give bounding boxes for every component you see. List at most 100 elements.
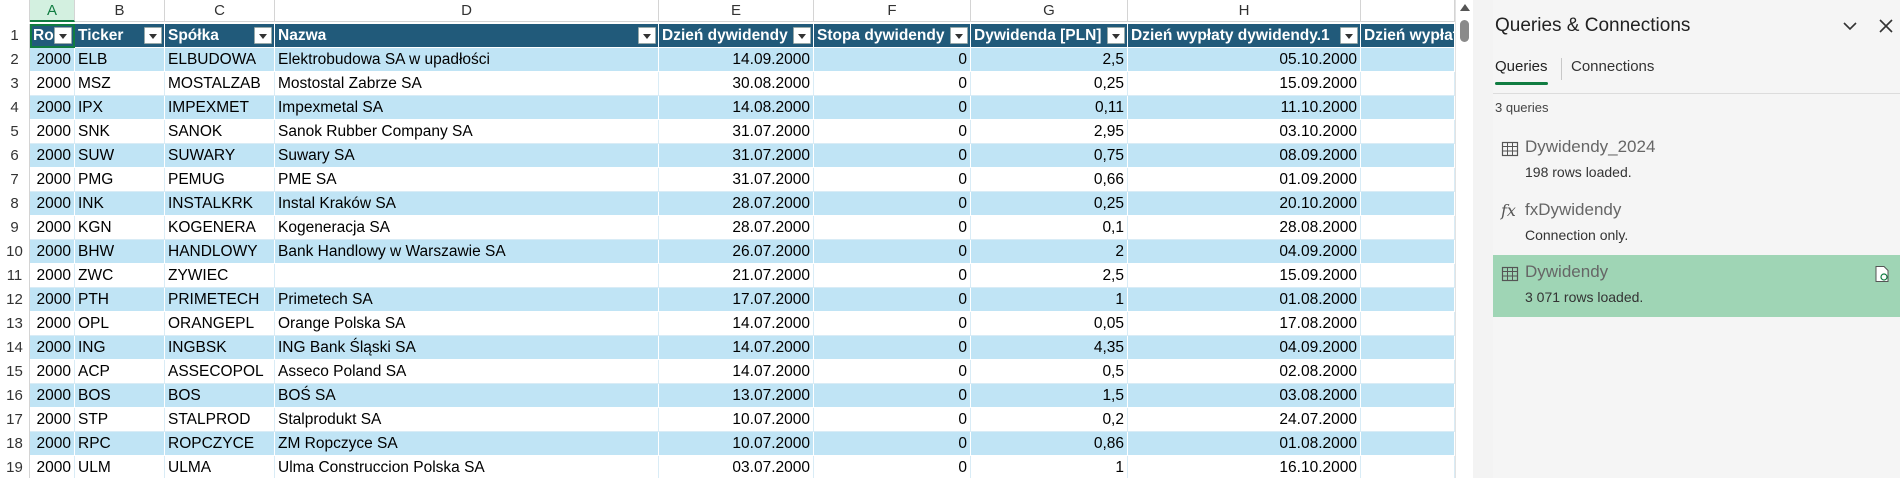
row-number[interactable]: 10	[0, 240, 30, 264]
cell-spolka[interactable]: ORANGEPL	[165, 312, 275, 336]
cell-stopa-dywidendy[interactable]: 0	[814, 384, 971, 408]
cell-dzien-wyplaty[interactable]	[1361, 216, 1455, 240]
row-number[interactable]: 13	[0, 312, 30, 336]
cell-dzien-wyplaty-1[interactable]: 16.10.2000	[1128, 456, 1361, 478]
cell-dzien-wyplaty-1[interactable]: 03.10.2000	[1128, 120, 1361, 144]
filter-dropdown-icon[interactable]	[254, 27, 272, 44]
cell-spolka[interactable]: ELBUDOWA	[165, 48, 275, 72]
row-number[interactable]: 11	[0, 264, 30, 288]
cell-spolka[interactable]: INGBSK	[165, 336, 275, 360]
cell-nazwa[interactable]: Orange Polska SA	[275, 312, 659, 336]
row-number[interactable]: 19	[0, 456, 30, 478]
cell-spolka[interactable]: ASSECOPOL	[165, 360, 275, 384]
header-cell-ticker[interactable]: Ticker	[75, 24, 165, 48]
header-cell-nazwa[interactable]: Nazwa	[275, 24, 659, 48]
cell-dzien-wyplaty-1[interactable]: 03.08.2000	[1128, 384, 1361, 408]
cell-dzien-wyplaty-1[interactable]: 01.09.2000	[1128, 168, 1361, 192]
cell-spolka[interactable]: BOS	[165, 384, 275, 408]
column-header-e[interactable]: E	[659, 0, 814, 22]
cell-spolka[interactable]: HANDLOWY	[165, 240, 275, 264]
row-number[interactable]: 2	[0, 48, 30, 72]
cell-spolka[interactable]: SANOK	[165, 120, 275, 144]
cell-dzien-dywidendy[interactable]: 17.07.2000	[659, 288, 814, 312]
cell-rok[interactable]: 2000	[30, 264, 75, 288]
cell-dzien-wyplaty-1[interactable]: 05.10.2000	[1128, 48, 1361, 72]
cell-spolka[interactable]: KOGENERA	[165, 216, 275, 240]
cell-spolka[interactable]: ULMA	[165, 456, 275, 478]
cell-dywidenda-pln[interactable]: 1	[971, 288, 1128, 312]
cell-dzien-dywidendy[interactable]: 14.09.2000	[659, 48, 814, 72]
filter-dropdown-icon[interactable]	[950, 27, 968, 44]
cell-dywidenda-pln[interactable]: 2,5	[971, 264, 1128, 288]
cell-dzien-wyplaty-1[interactable]: 15.09.2000	[1128, 264, 1361, 288]
cell-nazwa[interactable]: Bank Handlowy w Warszawie SA	[275, 240, 659, 264]
cell-dzien-wyplaty[interactable]	[1361, 288, 1455, 312]
cell-spolka[interactable]: STALPROD	[165, 408, 275, 432]
row-number[interactable]: 1	[0, 24, 30, 48]
header-cell-dzien-wyplaty[interactable]: Dzień wypłat	[1361, 24, 1455, 48]
header-cell-stopa-dywidendy[interactable]: Stopa dywidendy	[814, 24, 971, 48]
scroll-up-arrow-icon[interactable]	[1460, 4, 1470, 11]
cell-rok[interactable]: 2000	[30, 216, 75, 240]
cell-rok[interactable]: 2000	[30, 456, 75, 478]
cell-ticker[interactable]: SUW	[75, 144, 165, 168]
cell-stopa-dywidendy[interactable]: 0	[814, 192, 971, 216]
cell-dywidenda-pln[interactable]: 0,1	[971, 216, 1128, 240]
cell-dzien-dywidendy[interactable]: 30.08.2000	[659, 72, 814, 96]
cell-dzien-dywidendy[interactable]: 14.08.2000	[659, 96, 814, 120]
scrollbar-thumb[interactable]	[1460, 20, 1469, 42]
cell-dzien-dywidendy[interactable]: 14.07.2000	[659, 360, 814, 384]
cell-stopa-dywidendy[interactable]: 0	[814, 120, 971, 144]
row-number[interactable]: 18	[0, 432, 30, 456]
cell-rok[interactable]: 2000	[30, 72, 75, 96]
cell-dzien-wyplaty[interactable]	[1361, 168, 1455, 192]
cell-rok[interactable]: 2000	[30, 192, 75, 216]
cell-dywidenda-pln[interactable]: 2	[971, 240, 1128, 264]
cell-dywidenda-pln[interactable]: 2,5	[971, 48, 1128, 72]
cell-ticker[interactable]: ELB	[75, 48, 165, 72]
cell-stopa-dywidendy[interactable]: 0	[814, 72, 971, 96]
query-item-dywidendy[interactable]: Dywidendy 3 071 rows loaded.	[1493, 255, 1900, 317]
cell-dywidenda-pln[interactable]: 0,86	[971, 432, 1128, 456]
cell-dywidenda-pln[interactable]: 2,95	[971, 120, 1128, 144]
cell-dzien-dywidendy[interactable]: 10.07.2000	[659, 432, 814, 456]
row-number[interactable]: 3	[0, 72, 30, 96]
cell-spolka[interactable]: PRIMETECH	[165, 288, 275, 312]
cell-ticker[interactable]: ACP	[75, 360, 165, 384]
row-number[interactable]: 16	[0, 384, 30, 408]
cell-spolka[interactable]: IMPEXMET	[165, 96, 275, 120]
cell-ticker[interactable]: STP	[75, 408, 165, 432]
cell-ticker[interactable]: ZWC	[75, 264, 165, 288]
cell-nazwa[interactable]: Primetech SA	[275, 288, 659, 312]
cell-dzien-dywidendy[interactable]: 03.07.2000	[659, 456, 814, 478]
cell-ticker[interactable]: IPX	[75, 96, 165, 120]
cell-dzien-wyplaty[interactable]	[1361, 72, 1455, 96]
column-header-d[interactable]: D	[275, 0, 659, 22]
cell-dzien-wyplaty[interactable]	[1361, 432, 1455, 456]
cell-dzien-wyplaty-1[interactable]: 01.08.2000	[1128, 432, 1361, 456]
cell-rok[interactable]: 2000	[30, 120, 75, 144]
cell-dzien-wyplaty[interactable]	[1361, 240, 1455, 264]
cell-stopa-dywidendy[interactable]: 0	[814, 456, 971, 478]
cell-spolka[interactable]: PEMUG	[165, 168, 275, 192]
row-number[interactable]: 15	[0, 360, 30, 384]
cell-ticker[interactable]: BOS	[75, 384, 165, 408]
cell-dywidenda-pln[interactable]: 0,11	[971, 96, 1128, 120]
select-all-corner[interactable]	[0, 0, 30, 22]
cell-spolka[interactable]: ROPCZYCE	[165, 432, 275, 456]
cell-stopa-dywidendy[interactable]: 0	[814, 264, 971, 288]
column-header-h[interactable]: H	[1128, 0, 1361, 22]
cell-dywidenda-pln[interactable]: 0,25	[971, 72, 1128, 96]
cell-dywidenda-pln[interactable]: 0,25	[971, 192, 1128, 216]
cell-stopa-dywidendy[interactable]: 0	[814, 360, 971, 384]
cell-ticker[interactable]: RPC	[75, 432, 165, 456]
row-number[interactable]: 8	[0, 192, 30, 216]
cell-dzien-dywidendy[interactable]: 28.07.2000	[659, 192, 814, 216]
cell-rok[interactable]: 2000	[30, 408, 75, 432]
header-cell-rok[interactable]: Rok	[30, 24, 75, 48]
cell-dzien-wyplaty[interactable]	[1361, 360, 1455, 384]
cell-ticker[interactable]: OPL	[75, 312, 165, 336]
cell-dzien-wyplaty[interactable]	[1361, 408, 1455, 432]
cell-rok[interactable]: 2000	[30, 168, 75, 192]
cell-dzien-wyplaty-1[interactable]: 04.09.2000	[1128, 240, 1361, 264]
